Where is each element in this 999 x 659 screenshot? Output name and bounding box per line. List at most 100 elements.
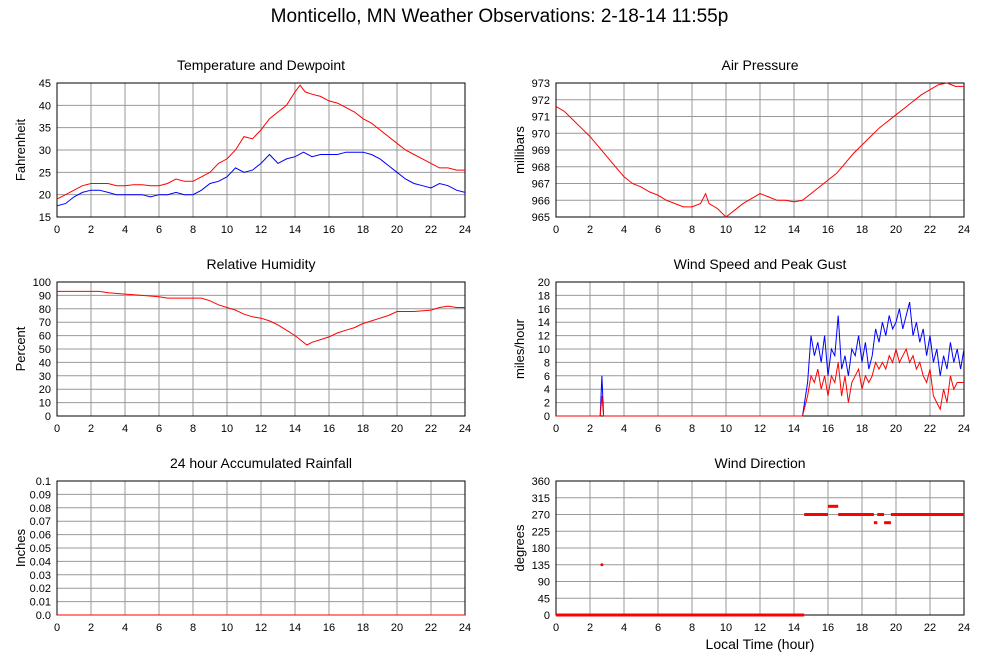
y-tick-label: 0.04 — [30, 556, 51, 568]
x-tick-label: 4 — [621, 622, 627, 634]
y-tick-label: 180 — [532, 543, 550, 555]
y-tick-label: 0.09 — [30, 489, 51, 501]
y-axis-label: Percent — [13, 326, 28, 371]
y-axis-label: degrees — [512, 524, 527, 571]
y-tick-label: 80 — [39, 304, 51, 316]
x-tick-label: 0 — [54, 622, 60, 634]
x-tick-label: 8 — [190, 423, 196, 435]
y-axis-label: Inches — [13, 528, 28, 567]
plot-frame — [56, 281, 466, 417]
y-tick-label: 45 — [538, 593, 550, 605]
y-axis-label: Fahrenheit — [13, 119, 28, 182]
y-tick-label: 6 — [544, 371, 550, 383]
chart-title: 24 hour Accumulated Rainfall — [170, 455, 352, 471]
y-tick-label: 20 — [39, 384, 51, 396]
x-tick-label: 10 — [720, 622, 732, 634]
y-tick-label: 90 — [39, 290, 51, 302]
x-tick-label: 18 — [856, 224, 868, 236]
x-tick-label: 16 — [822, 622, 834, 634]
y-tick-label: 20 — [538, 277, 550, 289]
y-tick-label: 135 — [532, 560, 550, 572]
y-tick-label: 0 — [544, 411, 550, 423]
y-tick-label: 0 — [544, 610, 550, 622]
page-title: Monticello, MN Weather Observations: 2-1… — [270, 6, 729, 27]
x-tick-label: 12 — [255, 224, 267, 236]
x-tick-label: 12 — [255, 622, 267, 634]
x-tick-label: 20 — [391, 622, 403, 634]
y-tick-label: 40 — [39, 100, 51, 112]
x-tick-label: 24 — [958, 622, 970, 634]
chart-title: Relative Humidity — [207, 256, 316, 272]
y-tick-label: 971 — [532, 112, 550, 124]
y-tick-label: 968 — [532, 162, 550, 174]
y-tick-label: 16 — [538, 304, 550, 316]
x-tick-label: 20 — [391, 423, 403, 435]
x-tick-label: 14 — [788, 423, 800, 435]
x-tick-label: 14 — [289, 423, 301, 435]
plot-frame — [555, 82, 965, 218]
y-tick-label: 2 — [544, 398, 550, 410]
y-tick-label: 18 — [538, 290, 550, 302]
x-tick-label: 16 — [822, 224, 834, 236]
y-tick-label: 0.02 — [30, 583, 51, 595]
x-tick-label: 4 — [122, 622, 128, 634]
x-tick-label: 4 — [122, 224, 128, 236]
y-tick-label: 50 — [39, 344, 51, 356]
y-tick-label: 270 — [532, 510, 550, 522]
x-tick-label: 2 — [88, 423, 94, 435]
x-tick-label: 16 — [822, 423, 834, 435]
x-tick-label: 10 — [221, 224, 233, 236]
x-tick-label: 14 — [289, 224, 301, 236]
series-line-blue — [56, 151, 466, 207]
y-tick-label: 969 — [532, 145, 550, 157]
y-tick-label: 90 — [538, 577, 550, 589]
y-tick-label: 315 — [532, 493, 550, 505]
y-tick-label: 35 — [39, 123, 51, 135]
series-line-red — [556, 347, 964, 417]
series-line-blue — [556, 301, 965, 417]
x-tick-label: 0 — [54, 224, 60, 236]
x-tick-label: 18 — [357, 423, 369, 435]
x-tick-label: 24 — [958, 224, 970, 236]
y-tick-label: 970 — [532, 128, 550, 140]
x-tick-label: 10 — [221, 423, 233, 435]
x-tick-label: 2 — [587, 423, 593, 435]
y-tick-label: 972 — [532, 95, 550, 107]
y-tick-label: 25 — [39, 167, 51, 179]
y-tick-label: 10 — [538, 344, 550, 356]
series-line-red — [57, 290, 465, 346]
x-tick-label: 24 — [459, 423, 471, 435]
x-tick-label: 6 — [156, 423, 162, 435]
chart-title: Wind Direction — [714, 455, 805, 471]
x-tick-label: 8 — [190, 224, 196, 236]
x-tick-label: 2 — [88, 224, 94, 236]
x-tick-label: 4 — [621, 224, 627, 236]
x-tick-label: 10 — [720, 224, 732, 236]
y-tick-label: 0.07 — [30, 516, 51, 528]
x-tick-label: 24 — [459, 224, 471, 236]
x-tick-label: 6 — [156, 224, 162, 236]
y-axis-label: millibars — [512, 126, 527, 174]
plot-frame — [56, 82, 466, 218]
y-tick-label: 100 — [33, 277, 51, 289]
x-tick-label: 14 — [788, 622, 800, 634]
x-tick-label: 14 — [788, 224, 800, 236]
x-tick-label: 24 — [958, 423, 970, 435]
x-tick-label: 2 — [587, 622, 593, 634]
y-tick-label: 0.01 — [30, 597, 51, 609]
x-tick-label: 12 — [754, 224, 766, 236]
x-tick-label: 20 — [890, 224, 902, 236]
direction-point — [600, 563, 604, 567]
x-tick-label: 8 — [689, 423, 695, 435]
x-tick-label: 4 — [621, 423, 627, 435]
chart-title: Wind Speed and Peak Gust — [674, 256, 847, 272]
y-tick-label: 0.05 — [30, 543, 51, 555]
x-tick-label: 18 — [856, 423, 868, 435]
y-tick-label: 60 — [39, 331, 51, 343]
x-tick-label: 2 — [587, 224, 593, 236]
